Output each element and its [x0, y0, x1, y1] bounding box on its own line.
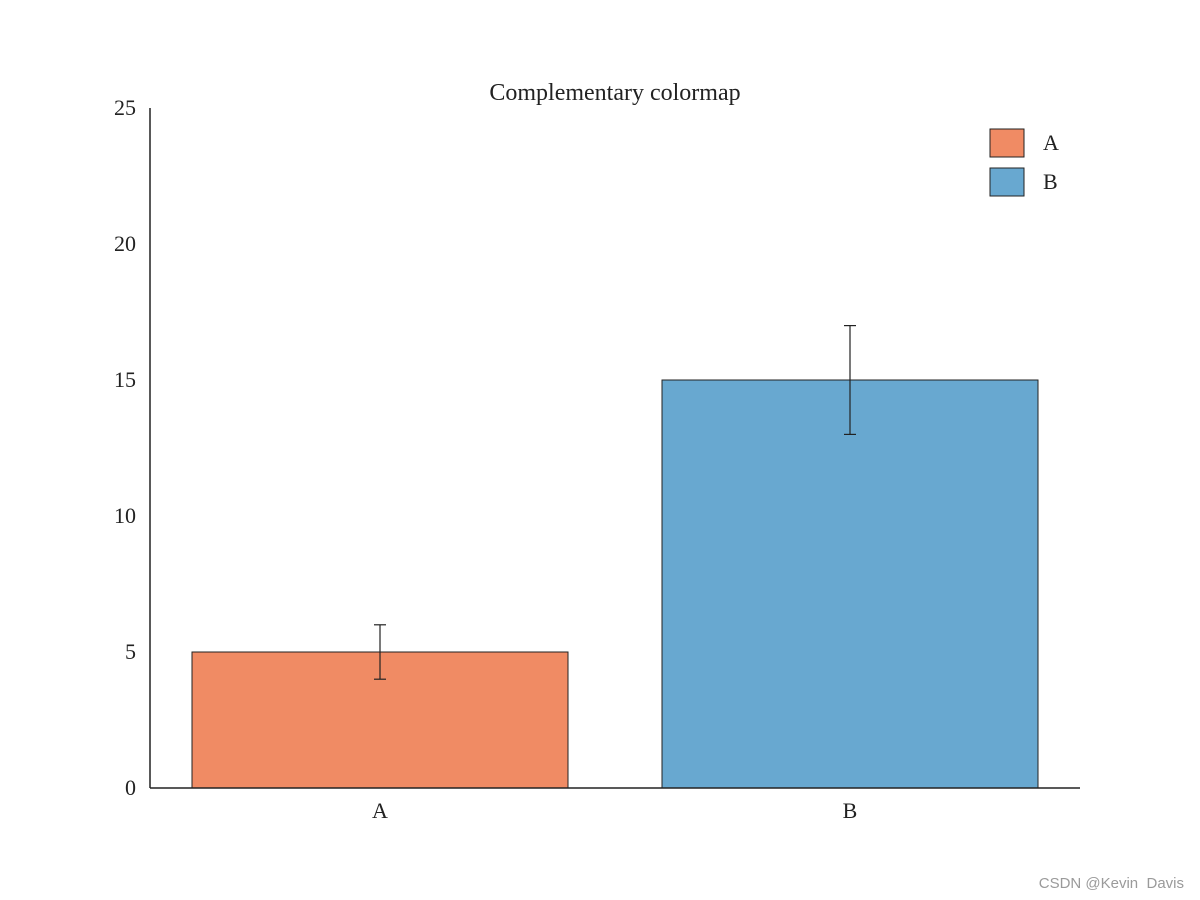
chart-title: Complementary colormap [489, 80, 740, 106]
legend: AB [989, 128, 1059, 197]
y-tick-label-10: 10 [114, 503, 136, 528]
y-tick-label-25: 25 [114, 95, 136, 120]
x-tick-label-A: A [372, 798, 388, 823]
legend-item-B: B [989, 167, 1058, 197]
y-tick-label-0: 0 [125, 775, 136, 800]
bars-group [191, 379, 1039, 789]
bar-B [661, 379, 1039, 789]
legend-item-A: A [989, 128, 1059, 158]
axes-group [149, 108, 1080, 789]
x-tick-label-B: B [843, 798, 858, 823]
legend-swatch-A [989, 128, 1025, 158]
y-ticks-group: 0 5 10 15 20 25 [114, 95, 136, 800]
error-bar-A [374, 624, 386, 680]
y-tick-label-20: 20 [114, 231, 136, 256]
error-bar-B [844, 325, 856, 435]
legend-label-B: B [1043, 169, 1058, 194]
y-tick-label-15: 15 [114, 367, 136, 392]
legend-swatch-B [989, 167, 1025, 197]
watermark: CSDN @Kevin Davis [1038, 875, 1184, 892]
legend-label-A: A [1043, 130, 1059, 155]
y-tick-label-5: 5 [125, 639, 136, 664]
error-bars-group [374, 325, 856, 680]
